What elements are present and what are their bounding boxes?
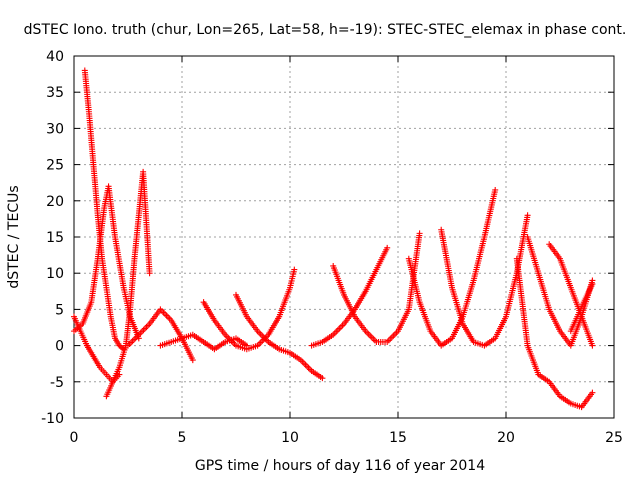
x-tick-label: 20 [497,430,515,446]
series-arc-7 [200,266,298,353]
data-point [319,375,326,382]
data-point [589,342,596,349]
data-point [189,357,196,364]
series-arc-3 [71,183,142,342]
series-arc-5 [125,306,196,364]
x-axis-label: GPS time / hours of day 116 of year 2014 [195,458,485,474]
y-tick-label: 5 [55,302,64,318]
x-tick-label: 0 [70,430,79,446]
data-point [589,281,596,288]
data-point [492,186,499,193]
y-tick-label: 20 [46,194,64,210]
x-tick-label: 10 [281,430,299,446]
data-point [416,230,423,237]
data-point [146,270,153,277]
y-tick-label: -5 [50,375,64,391]
data-point [384,244,391,251]
data-point [524,212,531,219]
y-tick-label: 0 [55,339,64,355]
data-point [589,389,596,396]
series-arc-9 [308,244,391,349]
series-arc-8 [233,291,326,382]
y-tick-label: 15 [46,230,64,246]
y-tick-label: 10 [46,266,64,282]
y-tick-label: -10 [41,411,64,427]
y-tick-label: 30 [46,121,64,137]
x-tick-label: 5 [178,430,187,446]
data-points [71,67,596,411]
plot-frame [73,55,615,419]
series-arc-6 [157,331,250,353]
data-point [116,371,123,378]
grid [74,56,614,418]
series-arc-12 [438,212,531,349]
y-tick-label: 25 [46,158,64,174]
y-tick-label: 40 [46,49,64,65]
series-arc-2 [81,67,127,353]
series-arc-11 [405,186,499,349]
x-tick-label: 25 [605,430,623,446]
y-tick-label: 35 [46,85,64,101]
x-tick-label: 15 [389,430,407,446]
series-arc-10 [330,230,423,345]
chart-title: dSTEC Iono. truth (chur, Lon=265, Lat=58… [24,22,627,38]
data-point [291,266,298,273]
series-arc-16 [567,281,596,335]
y-axis-label: dSTEC / TECUs [6,185,22,288]
series-arc-13 [513,255,596,411]
series-arc-4 [103,168,153,400]
x-axis: 0 5 10 15 20 25 [70,56,623,446]
